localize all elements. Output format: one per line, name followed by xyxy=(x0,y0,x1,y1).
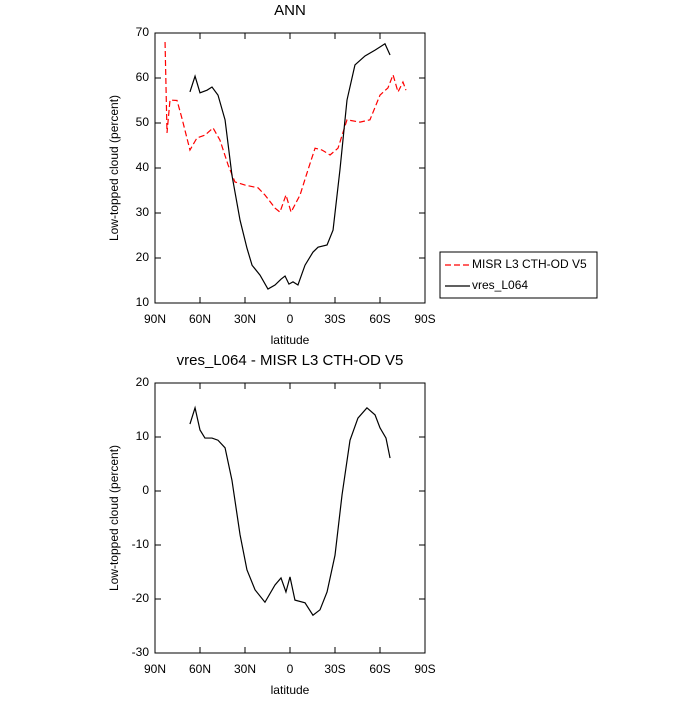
x-tick-label: 60S xyxy=(369,662,390,676)
legend-label: vres_L064 xyxy=(472,278,528,292)
legend-label: MISR L3 CTH-OD V5 xyxy=(472,257,587,271)
data-line xyxy=(189,405,391,617)
plot-frame xyxy=(154,382,426,654)
y-tick-label: -20 xyxy=(132,591,150,605)
x-tick-label: 30N xyxy=(234,662,256,676)
y-tick-label: 40 xyxy=(136,160,150,174)
legend-box xyxy=(439,251,598,299)
x-tick-label: 30S xyxy=(324,312,345,326)
x-tick-label: 60N xyxy=(189,312,211,326)
x-axis-label: latitude xyxy=(271,683,310,697)
x-tick-label: 90S xyxy=(414,312,435,326)
data-line xyxy=(164,41,407,214)
chart-title: vres_L064 - MISR L3 CTH-OD V5 xyxy=(177,352,404,369)
x-tick-label: 30S xyxy=(324,662,345,676)
x-tick-label: 0 xyxy=(287,312,294,326)
y-tick-label: 0 xyxy=(142,483,149,497)
x-tick-label: 60N xyxy=(189,662,211,676)
y-axis-label: Low-topped cloud (percent) xyxy=(107,95,121,241)
y-tick-label: 70 xyxy=(136,25,150,39)
x-tick-label: 60S xyxy=(369,312,390,326)
y-tick-label: 50 xyxy=(136,115,150,129)
x-tick-label: 90S xyxy=(414,662,435,676)
y-tick-label: -10 xyxy=(132,537,150,551)
y-tick-label: 30 xyxy=(136,205,150,219)
y-tick-label: -30 xyxy=(132,645,150,659)
y-tick-label: 20 xyxy=(136,375,150,389)
y-tick-label: 60 xyxy=(136,70,150,84)
y-tick-label: 20 xyxy=(136,250,150,264)
plot-frame xyxy=(154,32,426,304)
y-axis-label: Low-topped cloud (percent) xyxy=(107,445,121,591)
chart-title: ANN xyxy=(274,2,306,19)
x-tick-label: 90N xyxy=(144,662,166,676)
x-tick-label: 30N xyxy=(234,312,256,326)
x-axis-label: latitude xyxy=(271,333,310,347)
y-tick-label: 10 xyxy=(136,295,150,309)
y-tick-label: 10 xyxy=(136,429,150,443)
data-line xyxy=(189,42,391,290)
x-tick-label: 0 xyxy=(287,662,294,676)
x-tick-label: 90N xyxy=(144,312,166,326)
